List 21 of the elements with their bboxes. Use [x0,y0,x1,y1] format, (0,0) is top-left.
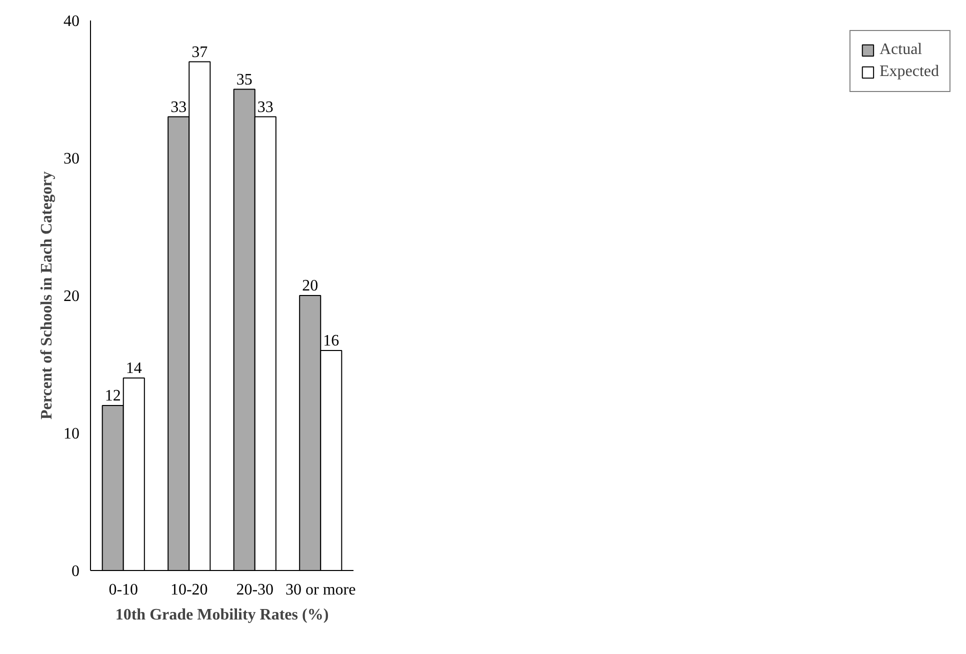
y-axis-title: Percent of Schools in Each Category [38,171,56,420]
legend-label: Expected [879,63,939,81]
data-label: 33 [257,98,274,116]
legend-label: Actual [879,41,922,59]
data-label: 37 [192,44,208,61]
data-label: 14 [126,360,142,377]
x-tick-label: 0-10 [108,582,138,598]
x-tick-label: 20-30 [236,582,274,598]
data-label: 35 [236,71,252,88]
data-label: 16 [323,332,340,350]
data-label: 12 [104,388,121,404]
y-tick-label: 10 [64,426,80,442]
data-label: 33 [170,98,187,116]
x-tick-label: 30 or more [286,582,356,598]
y-tick-label: 20 [64,288,80,305]
x-axis-title: 10th Grade Mobility Rates (%) [115,606,329,624]
y-tick-label: 40 [64,13,80,30]
y-tick-label: 30 [64,150,80,168]
y-tick-label: 0 [72,563,80,580]
x-tick-label: 10-20 [170,582,208,598]
data-label: 20 [302,278,318,294]
